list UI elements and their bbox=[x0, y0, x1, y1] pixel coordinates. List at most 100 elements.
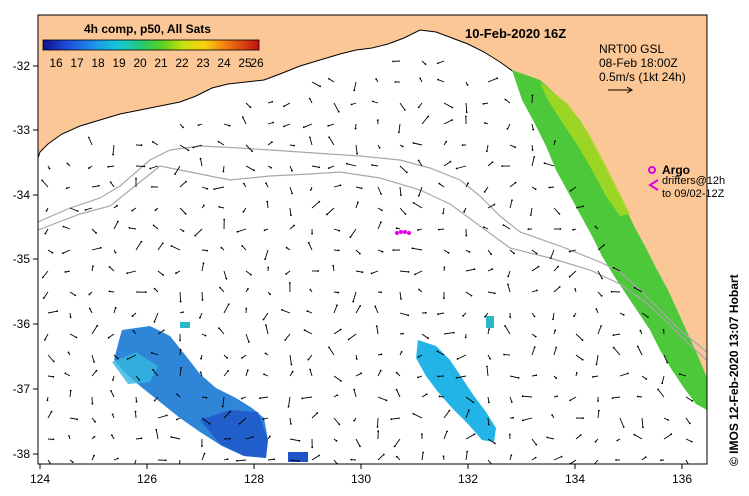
current-vector bbox=[289, 354, 292, 365]
current-vector bbox=[413, 142, 423, 146]
current-vector bbox=[486, 366, 489, 377]
current-vector-head bbox=[327, 125, 330, 127]
current-vector-head bbox=[417, 356, 420, 358]
current-vector-head bbox=[337, 110, 340, 113]
current-vector-head bbox=[360, 372, 363, 375]
current-vector bbox=[355, 372, 362, 377]
current-vector-head bbox=[560, 455, 563, 458]
current-vector-head bbox=[466, 450, 469, 453]
current-vector-head bbox=[417, 376, 419, 379]
current-vector-head bbox=[601, 277, 603, 280]
sst-fleck-2 bbox=[180, 322, 190, 328]
current-vector-head bbox=[93, 361, 95, 363]
current-vector bbox=[333, 184, 341, 188]
current-vector-head bbox=[218, 206, 221, 208]
current-vector-head bbox=[265, 182, 267, 185]
current-vector-head bbox=[328, 136, 330, 139]
current-vector-head bbox=[96, 324, 99, 327]
current-vector-head bbox=[84, 209, 87, 211]
current-vector-head bbox=[194, 234, 197, 237]
current-vector-head bbox=[309, 136, 311, 139]
current-vector-head bbox=[131, 315, 134, 317]
current-vector bbox=[487, 161, 493, 167]
current-vector bbox=[575, 333, 583, 341]
current-vector bbox=[284, 333, 291, 341]
current-vector bbox=[69, 207, 78, 212]
current-vector-head bbox=[327, 167, 330, 170]
current-vector bbox=[437, 312, 445, 315]
current-vector bbox=[612, 396, 621, 399]
argo-legend-marker bbox=[648, 166, 656, 174]
current-vector-head bbox=[241, 116, 244, 119]
current-vector bbox=[201, 186, 208, 190]
current-vector-head bbox=[332, 264, 335, 267]
current-vector-head bbox=[132, 330, 135, 332]
current-vector-head bbox=[247, 288, 249, 290]
current-vector bbox=[509, 375, 519, 379]
current-vector-head bbox=[456, 358, 459, 360]
current-vector-head bbox=[262, 418, 265, 421]
current-vector-head bbox=[473, 268, 476, 271]
current-vector-head bbox=[615, 459, 617, 461]
current-vector bbox=[353, 81, 357, 91]
current-vector-head bbox=[197, 124, 200, 126]
current-vector bbox=[412, 247, 423, 251]
current-vector bbox=[222, 165, 225, 172]
current-vector-head bbox=[636, 345, 639, 348]
current-vector-head bbox=[689, 467, 691, 469]
current-vector bbox=[399, 165, 408, 173]
lat-tick: -34 bbox=[12, 188, 30, 202]
current-vector-head bbox=[662, 329, 665, 331]
argo-track bbox=[395, 230, 411, 235]
current-vector-head bbox=[267, 266, 270, 269]
current-vector bbox=[484, 186, 489, 193]
current-vector bbox=[288, 396, 291, 407]
current-vector-head bbox=[491, 268, 494, 270]
current-vector-head bbox=[350, 103, 353, 106]
current-vectors bbox=[41, 60, 694, 469]
current-vector-head bbox=[443, 266, 446, 269]
current-vector-head bbox=[170, 436, 173, 438]
current-vector-head bbox=[41, 179, 44, 182]
current-vector bbox=[399, 207, 406, 215]
current-vector-head bbox=[356, 152, 358, 155]
lat-tick: -38 bbox=[12, 447, 30, 461]
current-vector-head bbox=[311, 446, 314, 449]
current-vector-head bbox=[392, 249, 395, 252]
current-vector-head bbox=[507, 275, 510, 278]
current-vector-head bbox=[572, 228, 574, 231]
current-vector bbox=[596, 354, 599, 365]
current-vector-head bbox=[128, 227, 131, 229]
current-vector-head bbox=[249, 106, 252, 109]
current-vector bbox=[575, 354, 583, 361]
current-vector bbox=[597, 270, 603, 279]
current-vector bbox=[201, 453, 205, 461]
current-vector-head bbox=[153, 320, 156, 323]
current-vector bbox=[355, 438, 361, 447]
colorbar-tick: 18 bbox=[91, 56, 105, 70]
current-vector bbox=[509, 144, 516, 148]
current-vector-head bbox=[271, 141, 273, 144]
current-vector-head bbox=[442, 455, 445, 458]
current-vector-head bbox=[639, 329, 642, 332]
current-vector-head bbox=[377, 430, 380, 432]
current-vector bbox=[569, 396, 577, 401]
current-vector bbox=[157, 330, 164, 335]
current-vector bbox=[531, 346, 536, 356]
current-vector bbox=[531, 266, 539, 272]
current-vector bbox=[152, 369, 159, 377]
current-vector bbox=[179, 367, 182, 377]
current-vector bbox=[302, 396, 313, 399]
current-vector-head bbox=[290, 423, 292, 425]
current-vector-head bbox=[51, 465, 53, 467]
current-vector-head bbox=[199, 316, 201, 319]
current-vector-head bbox=[661, 382, 664, 384]
current-vector-head bbox=[445, 140, 448, 143]
current-vector-head bbox=[220, 246, 223, 249]
current-vector-head bbox=[494, 442, 496, 445]
current-vector-head bbox=[395, 455, 398, 458]
current-vector bbox=[237, 228, 247, 233]
current-vector bbox=[69, 333, 77, 338]
current-vector-head bbox=[447, 252, 450, 254]
current-vector bbox=[328, 165, 335, 169]
